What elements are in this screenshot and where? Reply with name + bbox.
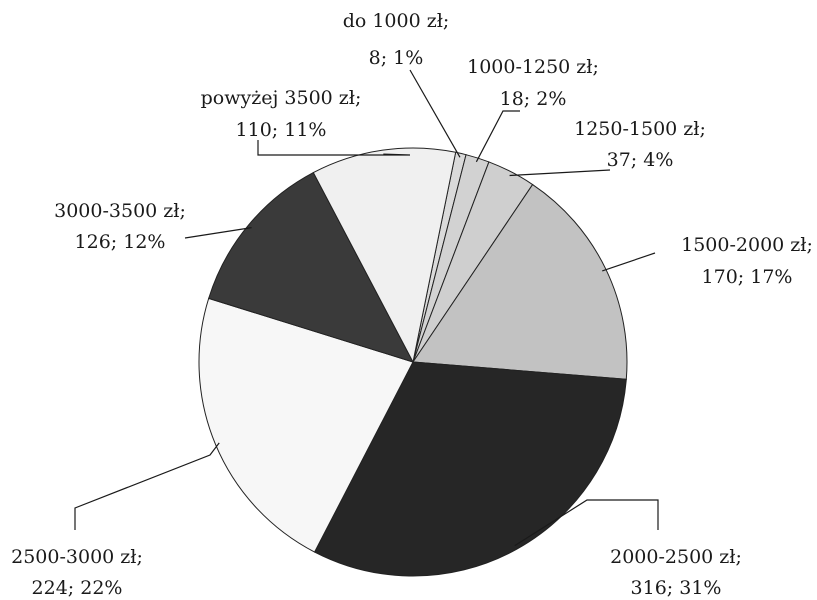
slice-labels: do 1000 zł; 8; 1% 1000-1250 zł; 18; 2% 1… xyxy=(11,10,813,599)
leader-lines xyxy=(74,69,659,547)
leader-line-2 xyxy=(509,169,611,177)
leader-line-3 xyxy=(602,252,656,272)
label-1500-2000: 1500-2000 zł; xyxy=(681,234,813,256)
pie-slices xyxy=(198,147,628,577)
leader-line-0 xyxy=(409,69,461,158)
leader-line-7 xyxy=(257,140,411,156)
label-powyzej-3500: powyżej 3500 zł; xyxy=(201,87,362,109)
label-2000-2500: 2000-2500 zł; xyxy=(610,546,742,568)
label-1000-1250: 1000-1250 zł; xyxy=(467,56,599,78)
value-2500-3000: 224; 22% xyxy=(32,577,123,599)
value-1500-2000: 170; 17% xyxy=(702,266,793,288)
leader-line-4 xyxy=(514,499,659,547)
leader-line-6 xyxy=(184,227,252,239)
value-powyzej-3500: 110; 11% xyxy=(236,119,327,141)
pie-slice-6 xyxy=(208,171,415,363)
value-1000-1250: 18; 2% xyxy=(500,88,567,110)
pie-slice-5 xyxy=(198,297,414,553)
label-3000-3500: 3000-3500 zł; xyxy=(54,200,186,222)
value-3000-3500: 126; 12% xyxy=(75,231,166,253)
label-do-1000: do 1000 zł; xyxy=(343,10,450,32)
leader-line-1 xyxy=(475,110,520,163)
label-1250-1500: 1250-1500 zł; xyxy=(574,118,706,140)
pie-slice-4 xyxy=(313,361,627,577)
value-do-1000: 8; 1% xyxy=(369,47,424,69)
value-1250-1500: 37; 4% xyxy=(607,149,674,171)
label-2500-3000: 2500-3000 zł; xyxy=(11,546,143,568)
pie-slice-7 xyxy=(312,147,457,364)
value-2000-2500: 316; 31% xyxy=(631,577,722,599)
leader-line-5 xyxy=(74,442,220,530)
